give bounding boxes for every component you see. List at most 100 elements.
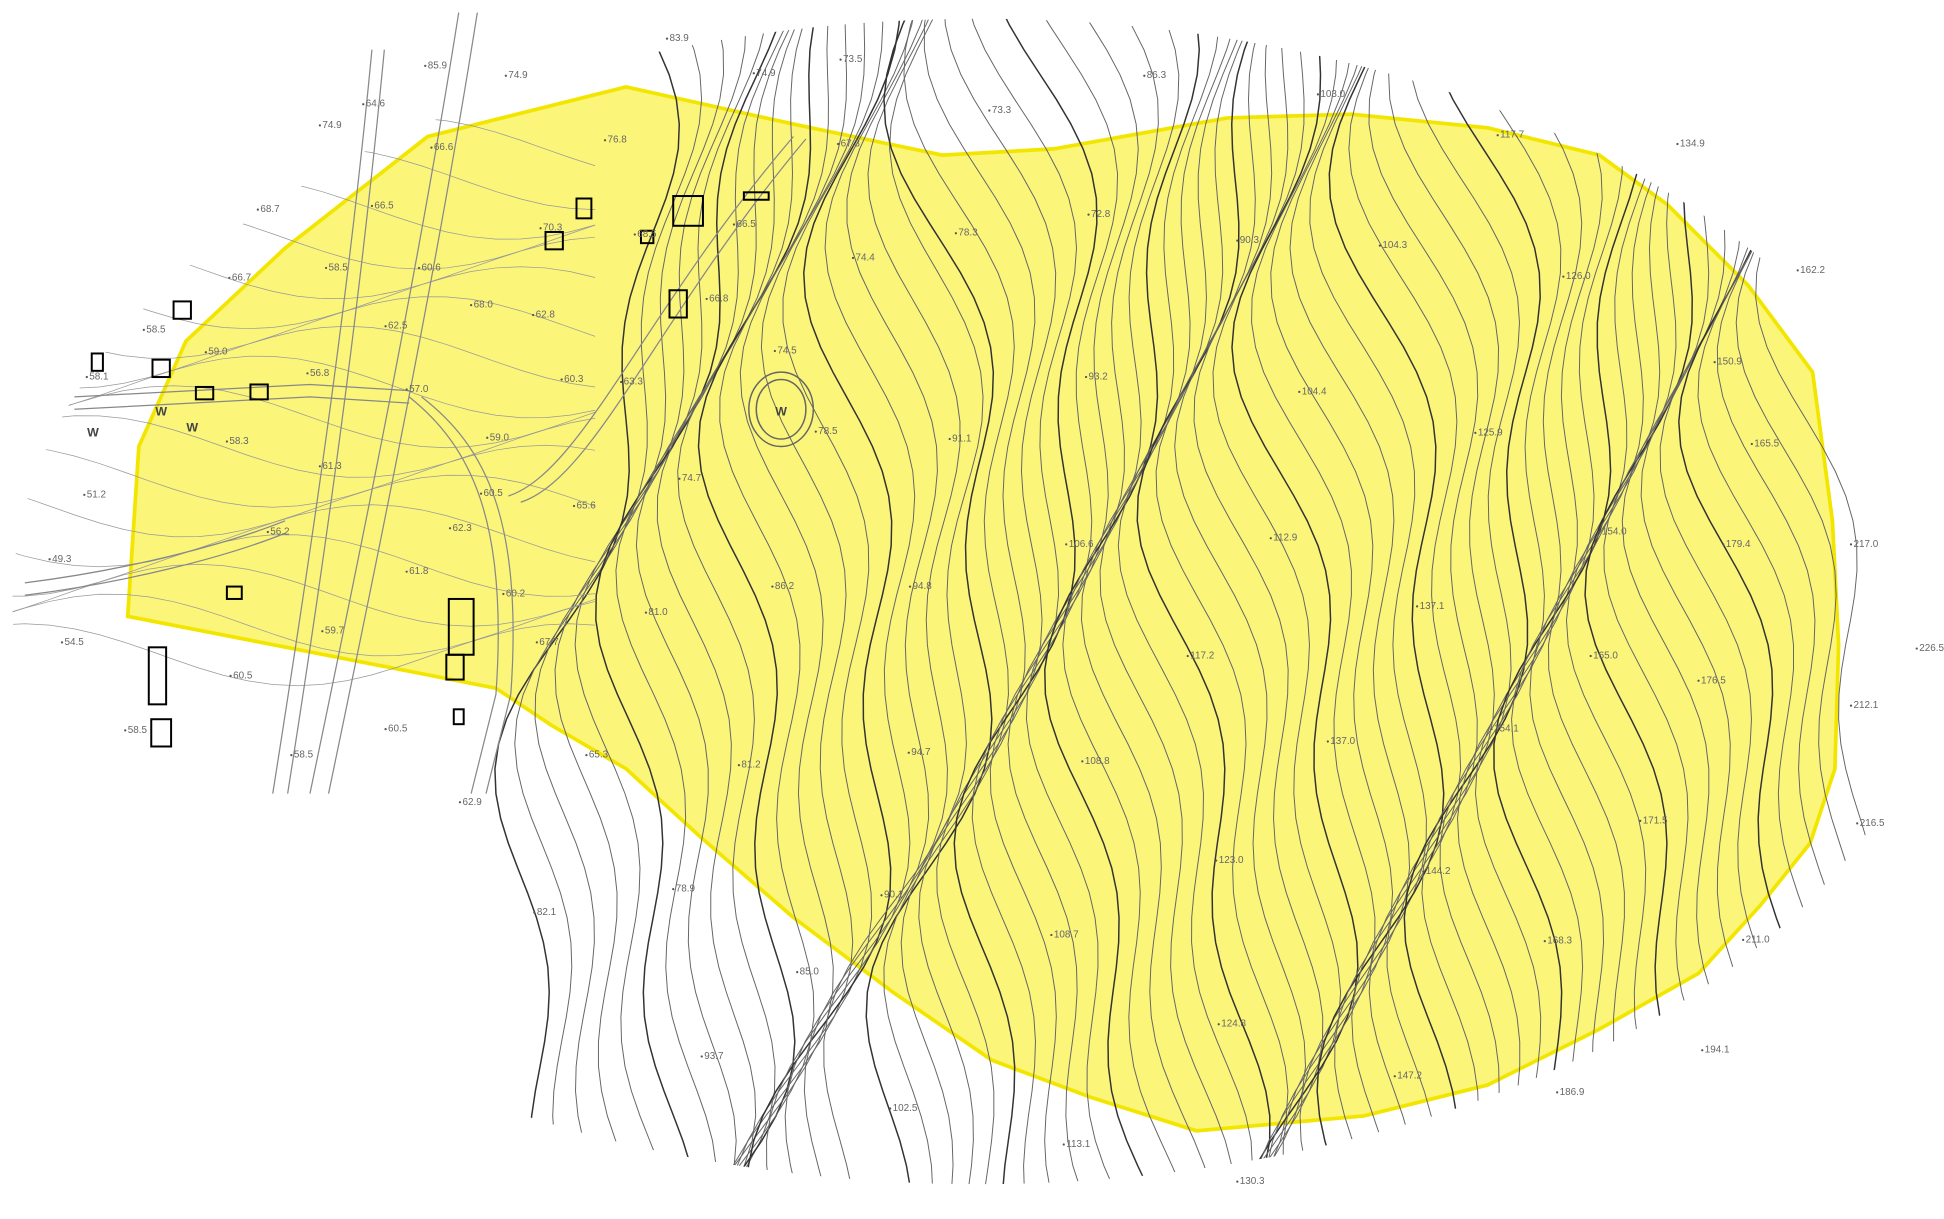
contour — [1007, 18, 1159, 1185]
spot-marker — [384, 728, 387, 731]
contour — [883, 18, 1015, 1185]
contour — [1529, 18, 1685, 1185]
spot-marker — [204, 351, 207, 354]
spot-marker — [1474, 431, 1477, 434]
spot-marker — [256, 208, 259, 211]
spot-marker — [324, 266, 328, 270]
spot-marker — [1298, 390, 1301, 394]
contour — [1493, 18, 1644, 1185]
spot-marker — [362, 103, 365, 106]
spot-marker — [370, 204, 374, 208]
contour — [12, 474, 596, 538]
highlight-area — [125, 85, 1841, 1133]
spot-height: 60.5 — [233, 670, 253, 681]
spot-marker — [948, 437, 951, 441]
spot-height: 165.5 — [1754, 438, 1779, 449]
spot-height: 103.0 — [1320, 89, 1345, 100]
contour — [1155, 18, 1289, 1185]
contour — [1248, 18, 1376, 1185]
ponds — [748, 371, 815, 448]
spot-height: 62.5 — [388, 321, 408, 332]
spot-height: 154.0 — [1602, 526, 1627, 537]
spot-height: 125.9 — [1478, 427, 1503, 438]
spot-marker — [533, 911, 536, 914]
pond-label: W — [775, 404, 787, 418]
spot-height: 150.9 — [1717, 357, 1742, 368]
spot-marker — [1236, 1180, 1239, 1183]
contour — [1584, 18, 1741, 1185]
spot-height: 78.3 — [958, 228, 978, 239]
spot-marker — [1316, 93, 1320, 96]
contour — [1212, 18, 1342, 1185]
spot-marker — [1849, 543, 1853, 546]
contour — [1282, 18, 1411, 1185]
spot-marker — [228, 276, 231, 279]
spot-height: 134.9 — [1680, 138, 1705, 149]
spot-height: 176.5 — [1701, 675, 1726, 686]
spot-height: 94.8 — [912, 581, 932, 592]
spot-marker — [665, 37, 669, 40]
spot-marker — [1415, 605, 1419, 608]
spot-marker — [1676, 142, 1679, 146]
spot-marker — [954, 232, 957, 235]
contour — [989, 18, 1139, 1185]
spot-marker — [48, 558, 51, 561]
contour — [918, 18, 1057, 1185]
spot-marker — [321, 630, 324, 633]
spot-height: 61.3 — [322, 461, 342, 472]
spot-height: 144.2 — [1426, 866, 1451, 877]
contour — [1265, 18, 1394, 1185]
spot-marker — [1750, 442, 1753, 446]
spot-marker — [405, 570, 408, 573]
spot-height: 56.8 — [310, 368, 330, 379]
spot-marker — [752, 72, 755, 75]
spot-height: 67.3 — [841, 138, 861, 149]
spot-height: 68.7 — [260, 204, 280, 215]
spot-marker — [889, 1107, 892, 1110]
spot-height: 60.5 — [388, 724, 408, 735]
spot-marker — [672, 887, 675, 891]
contour — [1421, 18, 1562, 1185]
spot-height: 90.1 — [884, 890, 904, 901]
spot-marker — [1065, 543, 1068, 546]
spot-height: 73.3 — [992, 105, 1012, 116]
spot-height: 65.6 — [577, 500, 597, 511]
spot-marker — [142, 328, 145, 332]
spot-marker — [620, 380, 623, 384]
spot-marker — [417, 266, 421, 270]
spot-height: 66.7 — [232, 272, 252, 283]
spot-height: 60.3 — [564, 374, 584, 385]
spot-height: 74.5 — [777, 345, 797, 356]
spot-marker — [479, 492, 483, 495]
spot-marker — [1849, 704, 1853, 707]
spot-height: 86.3 — [1147, 70, 1167, 81]
contour — [1386, 18, 1520, 1185]
spot-height: 78.9 — [676, 884, 696, 895]
spot-marker — [1269, 537, 1272, 540]
contour — [12, 325, 596, 389]
spot-height: 78.5 — [818, 426, 838, 437]
contour — [697, 18, 821, 1185]
spot-marker — [988, 109, 991, 112]
spot-height: 212.1 — [1853, 700, 1878, 711]
spot-height: 60.5 — [484, 488, 504, 499]
spot-marker — [229, 674, 232, 677]
spot-height: 94.7 — [911, 747, 931, 758]
contour — [1368, 18, 1500, 1185]
spot-marker — [458, 801, 462, 804]
spot-height: 154.1 — [1494, 724, 1519, 735]
spot-marker — [839, 58, 842, 61]
contour — [900, 18, 1036, 1185]
spot-height: 70.3 — [543, 223, 563, 234]
contour — [1565, 18, 1725, 1185]
spot-marker — [85, 375, 88, 379]
spot-marker — [1697, 679, 1700, 682]
spot-marker — [771, 585, 774, 588]
spot-height: 59.7 — [325, 626, 345, 637]
spot-height: 76.8 — [608, 135, 628, 146]
spot-marker — [1796, 269, 1799, 272]
contour — [1136, 18, 1271, 1185]
spot-height: 66.5 — [736, 219, 756, 230]
contour — [803, 18, 961, 1185]
spot-marker — [572, 504, 576, 508]
